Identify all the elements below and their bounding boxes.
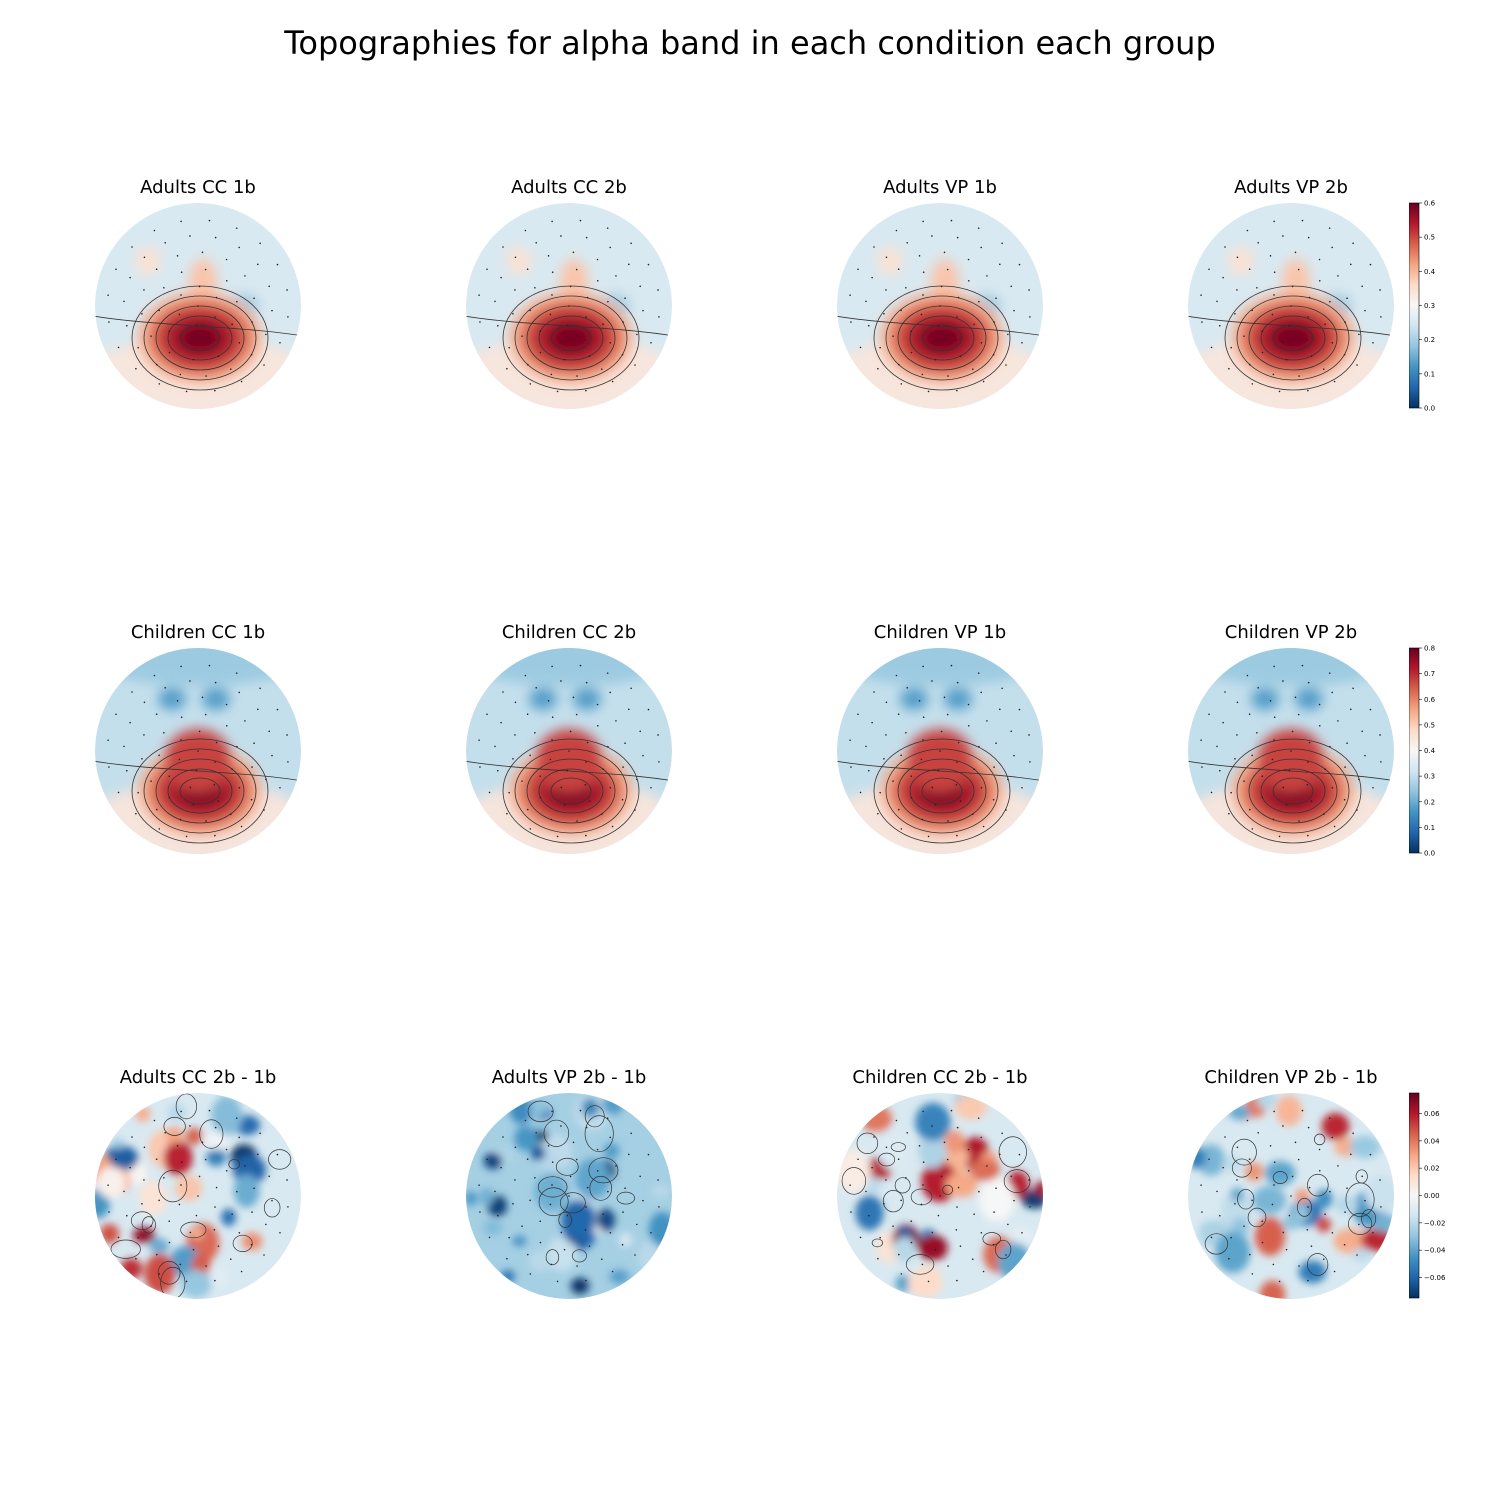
- panel-title: Adults VP 2b - 1b: [491, 1067, 647, 1088]
- colorbar-tick-label: 0.04: [1424, 1137, 1440, 1145]
- topomap: [1188, 1093, 1394, 1299]
- topomap: [466, 203, 672, 409]
- colorbar-tick-label: 0.6: [1424, 200, 1436, 208]
- panel-title: Adults VP 2b: [1234, 177, 1348, 198]
- topomap: [466, 1093, 672, 1299]
- colorbar-tick-label: 0.0: [1424, 850, 1435, 858]
- panel-title: Adults VP 1b: [883, 177, 997, 198]
- colorbar-tick-label: 0.8: [1424, 645, 1435, 653]
- colorbar-tick-label: −0.04: [1424, 1247, 1446, 1255]
- colorbar-tick-label: 0.5: [1424, 234, 1435, 242]
- colorbar-tick-label: 0.3: [1424, 302, 1435, 310]
- panel-title: Children VP 2b - 1b: [1204, 1067, 1378, 1088]
- colorbar-tick-label: 0.4: [1424, 268, 1436, 276]
- colorbar-tick-label: 0.1: [1424, 824, 1435, 832]
- panel-title: Children VP 1b: [873, 622, 1007, 643]
- panel-title: Children CC 2b - 1b: [852, 1067, 1028, 1088]
- topomap: [837, 203, 1043, 409]
- colorbar-tick-label: −0.06: [1424, 1274, 1446, 1282]
- topomap: [95, 203, 301, 409]
- topomap: [1188, 203, 1394, 409]
- colorbar-tick-label: 0.1: [1424, 370, 1435, 378]
- panel-title: Adults CC 2b: [511, 177, 627, 198]
- colorbar-tick-label: 0.6: [1424, 696, 1436, 704]
- topomap: [466, 648, 672, 854]
- colorbar: 0.0 0.1 0.2 0.3 0.4 0.5 0.6 0.7 0.8: [1409, 645, 1436, 858]
- colorbar-tick-label: 0.0: [1424, 405, 1435, 413]
- panel-title: Children CC 2b: [501, 622, 637, 643]
- colorbar-tick-label: 0.00: [1424, 1192, 1440, 1200]
- panel-title: Adults CC 2b - 1b: [119, 1067, 277, 1088]
- colorbar-tick-label: 0.06: [1424, 1110, 1440, 1118]
- panel-title: Adults CC 1b: [140, 177, 256, 198]
- panel-title: Children CC 1b: [130, 622, 266, 643]
- figure-title: Topographies for alpha band in each cond…: [284, 24, 1216, 62]
- colorbar: −0.06 −0.04 −0.02 0.00 0.02 0.04 0.06: [1409, 1092, 1446, 1299]
- colorbar-tick-label: 0.4: [1424, 747, 1436, 755]
- colorbar-tick-label: 0.2: [1424, 798, 1435, 806]
- colorbar-tick-label: 0.5: [1424, 721, 1435, 729]
- topomap: [837, 648, 1043, 854]
- topomap: [95, 648, 301, 854]
- colorbar-tick-label: 0.7: [1424, 670, 1435, 678]
- colorbar-tick-label: 0.02: [1424, 1165, 1440, 1173]
- colorbar-tick-label: 0.3: [1424, 773, 1435, 781]
- colorbar: 0.0 0.1 0.2 0.3 0.4 0.5 0.6: [1409, 200, 1436, 413]
- colorbar-tick-label: 0.2: [1424, 336, 1435, 344]
- topomap: [837, 1093, 1043, 1299]
- topomap: [95, 1093, 301, 1299]
- colorbar-tick-label: −0.02: [1424, 1219, 1445, 1227]
- panel-title: Children VP 2b: [1224, 622, 1358, 643]
- topomap: [1188, 648, 1394, 854]
